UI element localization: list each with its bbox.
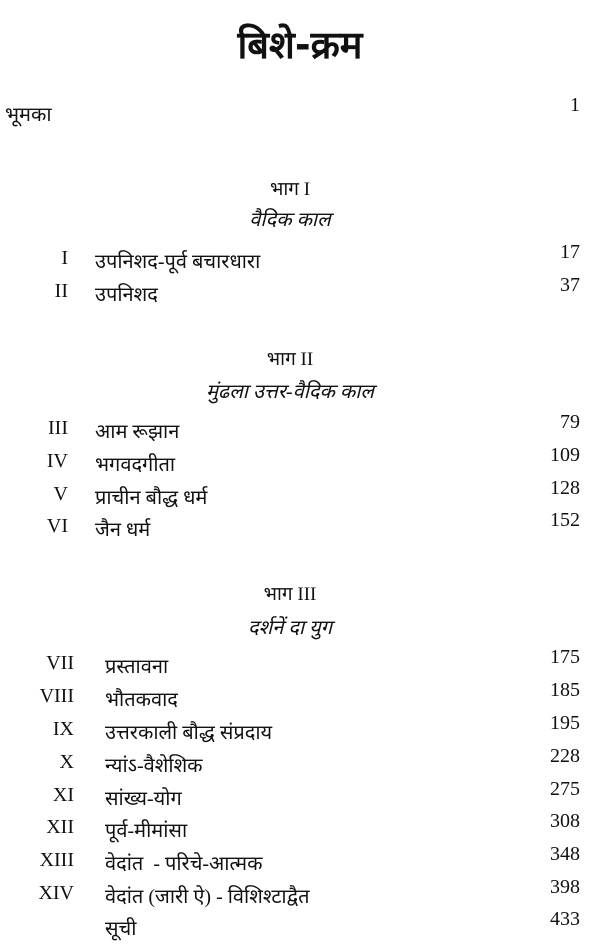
entry-title: प्रस्तावना [105, 656, 169, 678]
chapter-number: VIII [39, 685, 74, 707]
entry-page: 308 [550, 810, 580, 832]
entry-page: 175 [550, 646, 580, 668]
entry-title: आम रूझान [95, 421, 180, 443]
chapter-number: VI [46, 515, 68, 537]
chapter-number: III [48, 417, 68, 439]
toc-entry[interactable]: VII प्रस्तावना 175 [0, 646, 600, 682]
part-subtitle: मुंढला उत्तर-वैदिक काल [206, 381, 374, 403]
toc-entry[interactable]: I उपनिशद-पूर्व बचारधारा 17 [0, 241, 600, 277]
entry-page: 152 [550, 509, 580, 531]
entry-title: भूमका [5, 104, 52, 126]
toc-entry-intro[interactable]: भूमका 1 [0, 94, 600, 130]
toc-entry[interactable]: III आम रूझान 79 [0, 411, 600, 447]
entry-page: 185 [550, 679, 580, 701]
toc-entry[interactable]: VI जैन धर्म 152 [0, 509, 600, 545]
part-heading: भाग I [269, 179, 311, 200]
part-subtitle: वैदिक काल [249, 209, 331, 231]
entry-title: उपनिशद-पूर्व बचारधारा [95, 251, 261, 273]
chapter-number: II [54, 280, 68, 302]
chapter-number: I [61, 247, 68, 269]
toc-entry-index[interactable]: सूची 433 [0, 908, 600, 944]
entry-title: भगवदगीता [95, 454, 176, 476]
chapter-number: XIII [39, 849, 74, 871]
entry-title: वेदांत - परिचे-आत्मक [105, 853, 263, 875]
toc-entry[interactable]: II उपनिशद 37 [0, 274, 600, 310]
entry-page: 275 [550, 778, 580, 800]
entry-page: 398 [550, 876, 580, 898]
part-subtitle: दर्शनें दा युग [248, 617, 332, 639]
chapter-number: V [53, 483, 68, 505]
chapter-number: X [59, 751, 74, 773]
entry-title: पूर्व-मीमांसा [105, 820, 188, 842]
entry-title: उपनिशद [95, 284, 158, 306]
entry-title: उत्तरकाली बौद्ध संप्रदाय [105, 722, 273, 744]
toc-entry[interactable]: IX उत्तरकाली बौद्ध संप्रदाय 195 [0, 712, 600, 748]
entry-page: 17 [560, 241, 580, 263]
toc-entry[interactable]: V प्राचीन बौद्ध धर्म 128 [0, 477, 600, 513]
toc-entry[interactable]: XIV वेदांत (जारी ऐ) - विशिश्टाद्वैत 398 [0, 876, 600, 912]
entry-title: जैन धर्म [95, 519, 151, 541]
chapter-number: IV [46, 450, 68, 472]
entry-page: 1 [570, 94, 580, 116]
entry-page: 128 [550, 477, 580, 499]
entry-page: 348 [550, 843, 580, 865]
chapter-number: XII [46, 816, 74, 838]
toc-entry[interactable]: X न्यांऽ-वैशेशिक 228 [0, 745, 600, 781]
chapter-number: XIV [38, 882, 74, 904]
toc-entry[interactable]: VIII भौतकवाद 185 [0, 679, 600, 715]
entry-page: 228 [550, 745, 580, 767]
part-heading: भाग III [263, 584, 317, 605]
toc-entry[interactable]: XII पूर्व-मीमांसा 308 [0, 810, 600, 846]
entry-title: सांख्य-योग [105, 788, 182, 810]
toc-entry[interactable]: IV भगवदगीता 109 [0, 444, 600, 480]
entry-title: सूची [105, 918, 137, 940]
entry-title: वेदांत (जारी ऐ) - विशिश्टाद्वैत [105, 886, 310, 908]
page-title: बिशे-क्रम [237, 23, 363, 67]
entry-title: न्यांऽ-वैशेशिक [105, 755, 203, 777]
entry-title: भौतकवाद [105, 689, 178, 711]
chapter-number: VII [46, 652, 74, 674]
entry-page: 109 [550, 444, 580, 466]
entry-page: 433 [550, 908, 580, 930]
entry-title: प्राचीन बौद्ध धर्म [95, 487, 208, 509]
toc-entry[interactable]: XIII वेदांत - परिचे-आत्मक 348 [0, 843, 600, 879]
toc-entry[interactable]: XI सांख्य-योग 275 [0, 778, 600, 814]
entry-page: 79 [560, 411, 580, 433]
chapter-number: IX [52, 718, 74, 740]
part-heading: भाग II [266, 349, 314, 370]
entry-page: 195 [550, 712, 580, 734]
entry-page: 37 [560, 274, 580, 296]
chapter-number: XI [52, 784, 74, 806]
